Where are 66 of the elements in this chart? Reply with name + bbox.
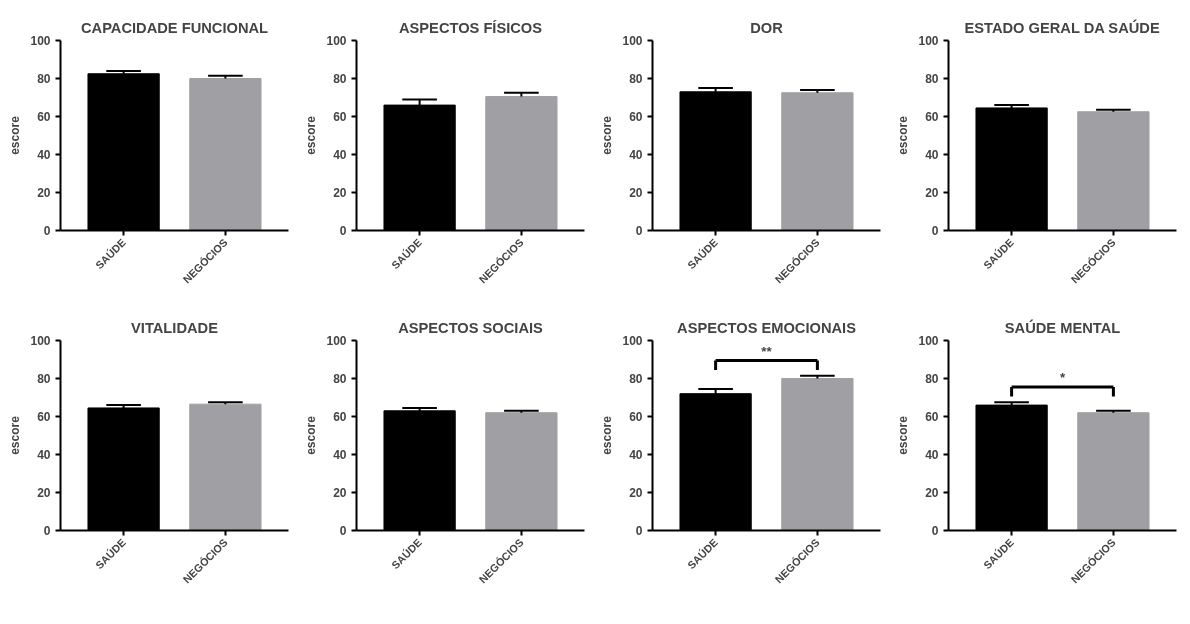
y-tick-label: 20: [333, 486, 347, 500]
y-tick-label: 20: [37, 486, 51, 500]
y-tick-label: 80: [37, 372, 51, 386]
y-tick-label: 20: [37, 186, 51, 200]
y-axis-title: escore: [896, 415, 911, 455]
y-tick-label: 0: [931, 224, 939, 238]
y-tick-label: 60: [629, 410, 643, 424]
y-axis-title: escore: [896, 115, 911, 155]
y-tick-label: 100: [622, 334, 643, 348]
y-tick-label: 60: [333, 410, 347, 424]
y-axis-title: escore: [600, 115, 615, 155]
y-tick-label: 60: [629, 110, 643, 124]
y-tick-label: 80: [925, 372, 939, 386]
y-tick-label: 0: [43, 524, 51, 538]
y-tick-label: 0: [635, 524, 643, 538]
annotation: *: [1059, 370, 1066, 386]
chart-title: ASPECTOS FÍSICOS: [398, 19, 543, 36]
y-tick-label: 40: [333, 448, 347, 462]
chart-title: SAÚDE MENTAL: [1004, 318, 1121, 336]
y-tick-label: 100: [326, 334, 347, 348]
y-tick-label: 40: [925, 148, 939, 162]
y-tick-label: 100: [326, 34, 347, 48]
chart-title: CAPACIDADE FUNCIONAL: [81, 19, 269, 36]
y-axis-title: escore: [304, 115, 319, 155]
y-tick-label: 100: [918, 334, 939, 348]
y-tick-label: 80: [925, 72, 939, 86]
y-axis-title: escore: [304, 415, 319, 455]
y-tick-label: 60: [37, 110, 51, 124]
y-tick-label: 60: [925, 110, 939, 124]
chart-title: VITALIDADE: [131, 319, 219, 336]
y-tick-label: 60: [37, 410, 51, 424]
y-tick-label: 60: [333, 110, 347, 124]
y-tick-label: 100: [30, 334, 51, 348]
y-tick-label: 80: [333, 372, 347, 386]
y-tick-label: 100: [622, 34, 643, 48]
y-tick-label: 40: [629, 148, 643, 162]
y-tick-label: 40: [37, 448, 51, 462]
y-tick-label: 0: [339, 524, 347, 538]
y-tick-label: 100: [918, 34, 939, 48]
y-tick-label: 80: [629, 372, 643, 386]
y-tick-label: 40: [37, 148, 51, 162]
y-tick-label: 20: [629, 186, 643, 200]
y-tick-label: 20: [333, 186, 347, 200]
chart-title: ASPECTOS SOCIAIS: [398, 319, 544, 336]
y-tick-label: 0: [43, 224, 51, 238]
y-tick-label: 80: [37, 72, 51, 86]
y-tick-label: 0: [635, 224, 643, 238]
y-tick-label: 40: [333, 148, 347, 162]
y-tick-label: 20: [925, 186, 939, 200]
y-tick-label: 40: [925, 448, 939, 462]
y-tick-label: 20: [629, 486, 643, 500]
chart-title: ESTADO GERAL DA SAÚDE: [964, 18, 1160, 36]
y-tick-label: 20: [925, 486, 939, 500]
y-tick-label: 60: [925, 410, 939, 424]
y-tick-label: 80: [333, 72, 347, 86]
chart-title: ASPECTOS EMOCIONAIS: [677, 319, 857, 336]
y-tick-label: 40: [629, 448, 643, 462]
y-axis-title: escore: [8, 415, 23, 455]
annotation: **: [761, 343, 773, 359]
y-tick-label: 100: [30, 34, 51, 48]
y-tick-label: 0: [931, 524, 939, 538]
y-tick-label: 80: [629, 72, 643, 86]
y-tick-label: 0: [339, 224, 347, 238]
chart-title: DOR: [750, 19, 784, 36]
y-axis-title: escore: [8, 115, 23, 155]
y-axis-title: escore: [600, 415, 615, 455]
